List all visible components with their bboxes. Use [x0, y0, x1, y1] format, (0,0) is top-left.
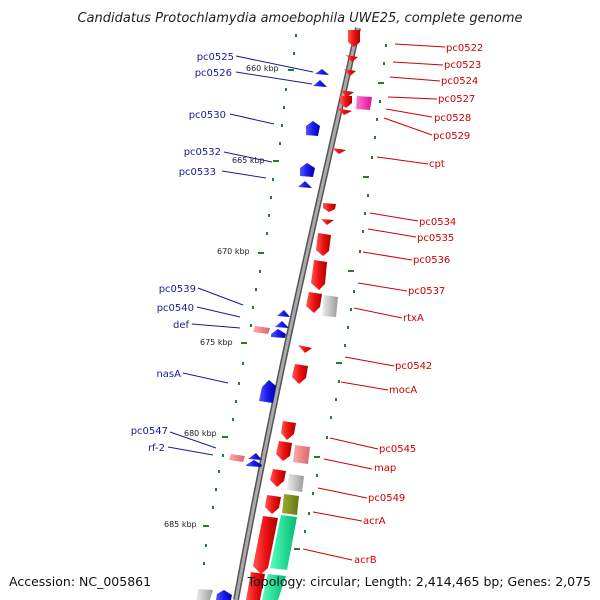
label-acrA[interactable]: acrA	[363, 516, 386, 527]
gene-def[interactable]	[253, 326, 270, 334]
label-pc0537[interactable]: pc0537	[408, 286, 445, 297]
gene-pc0522[interactable]	[348, 30, 360, 47]
label-rtxA[interactable]: rtxA	[403, 313, 424, 324]
gene-pc0535[interactable]	[321, 219, 334, 225]
label-pc0535[interactable]: pc0535	[417, 233, 454, 244]
gene-pc0534[interactable]	[323, 203, 336, 212]
label-pc0527[interactable]: pc0527	[438, 94, 475, 105]
label-map[interactable]: map	[374, 463, 396, 474]
gene-pc0537[interactable]	[311, 260, 327, 290]
kbp-label-670: 670 kbp	[217, 247, 250, 256]
label-pc0545[interactable]: pc0545	[379, 444, 416, 455]
gene-pc0524[interactable]	[344, 69, 356, 76]
kbp-label-660: 660 kbp	[246, 64, 279, 73]
gene-cpt[interactable]	[332, 148, 346, 154]
gene-mocA[interactable]	[292, 364, 308, 384]
label-pc0525[interactable]: pc0525	[197, 52, 234, 63]
gene-next-grey[interactable]	[196, 589, 213, 600]
label-pc0524[interactable]: pc0524	[441, 76, 478, 87]
label-pc0532[interactable]: pc0532	[184, 147, 221, 158]
right-leader-lines	[302, 43, 446, 561]
label-def[interactable]: def	[173, 320, 190, 331]
gene-acrA-a[interactable]	[265, 495, 281, 514]
label-pc0522[interactable]: pc0522	[446, 43, 483, 54]
label-pc0536[interactable]: pc0536	[413, 255, 450, 266]
label-pc0530[interactable]: pc0530	[189, 110, 226, 121]
label-pc0539[interactable]: pc0539	[159, 284, 196, 295]
gene-acrB-b[interactable]	[270, 515, 297, 570]
gene-rf-2-blue[interactable]	[246, 460, 262, 467]
gene-next-red[interactable]	[246, 572, 265, 600]
label-pc0526[interactable]: pc0526	[195, 68, 232, 79]
kbp-label-665: 665 kbp	[232, 156, 265, 165]
gene-pc0545[interactable]	[281, 421, 296, 440]
gene-rf-2[interactable]	[229, 454, 245, 462]
gene-pc0529[interactable]	[337, 108, 352, 115]
map-title: Candidatus Protochlamydia amoebophila UW…	[77, 11, 522, 26]
gene-pc0536[interactable]	[316, 233, 331, 256]
gene-acrB-a[interactable]	[253, 516, 278, 574]
label-pc0533[interactable]: pc0533	[179, 167, 216, 178]
reverse-strand-genes	[196, 69, 329, 600]
gene-pc0540[interactable]	[275, 321, 289, 328]
label-pc0549[interactable]: pc0549	[368, 493, 405, 504]
kbp-label-685: 685 kbp	[164, 520, 197, 529]
gene-map-a[interactable]	[276, 441, 292, 461]
label-pc0528[interactable]: pc0528	[434, 113, 471, 124]
gene-pc0523[interactable]	[346, 55, 358, 62]
gene-pc0547[interactable]	[248, 453, 262, 460]
gene-pc0542[interactable]	[298, 345, 312, 353]
accession-label: Accession: NC_005861	[9, 574, 151, 589]
gene-nasA[interactable]	[259, 380, 276, 403]
label-pc0534[interactable]: pc0534	[419, 217, 456, 228]
gene-next-green[interactable]	[262, 574, 286, 600]
gene-acrA-b[interactable]	[282, 494, 299, 515]
topology-label: Topology: circular; Length: 2,414,465 bp…	[247, 574, 591, 589]
gene-pc0526[interactable]	[313, 80, 327, 87]
kbp-label-675: 675 kbp	[200, 338, 233, 347]
gene-pc0527-a[interactable]	[340, 90, 354, 97]
forward-strand-genes	[246, 30, 372, 600]
gene-pc0528[interactable]	[356, 96, 372, 110]
label-pc0540[interactable]: pc0540	[157, 303, 194, 314]
gene-next-blue[interactable]	[216, 590, 232, 600]
gene-pc0532[interactable]	[300, 163, 315, 177]
left-gene-labels: pc0525 pc0526 pc0530 pc0532 pc0533 pc053…	[131, 52, 234, 454]
label-pc0529[interactable]: pc0529	[433, 131, 470, 142]
gene-def-blue[interactable]	[271, 329, 286, 338]
left-leader-lines	[167, 55, 314, 456]
right-gene-labels: pc0522 pc0523 pc0524 pc0527 pc0528 pc052…	[354, 43, 483, 566]
gene-pc0530[interactable]	[306, 121, 320, 136]
right-tick-dots	[294, 44, 387, 550]
label-pc0547[interactable]: pc0547	[131, 426, 168, 437]
label-cpt[interactable]: cpt	[429, 159, 445, 170]
gene-pc0527-b[interactable]	[340, 96, 352, 108]
label-pc0542[interactable]: pc0542	[395, 361, 432, 372]
gene-pc0525[interactable]	[315, 69, 329, 75]
gene-pc0549-a[interactable]	[270, 469, 286, 487]
gene-pc0549-b[interactable]	[287, 474, 304, 492]
gene-rtxA-b[interactable]	[322, 295, 338, 317]
label-rf-2[interactable]: rf-2	[148, 443, 165, 454]
label-pc0523[interactable]: pc0523	[444, 60, 481, 71]
gene-pc0539[interactable]	[277, 310, 290, 317]
gene-map-b[interactable]	[293, 445, 310, 464]
left-tick-dots	[203, 34, 297, 565]
label-mocA[interactable]: mocA	[389, 385, 417, 396]
label-nasA[interactable]: nasA	[156, 369, 181, 380]
gene-pc0533[interactable]	[298, 181, 312, 188]
kbp-label-680: 680 kbp	[184, 429, 217, 438]
gene-rtxA-a[interactable]	[306, 292, 322, 313]
label-acrB[interactable]: acrB	[354, 555, 377, 566]
